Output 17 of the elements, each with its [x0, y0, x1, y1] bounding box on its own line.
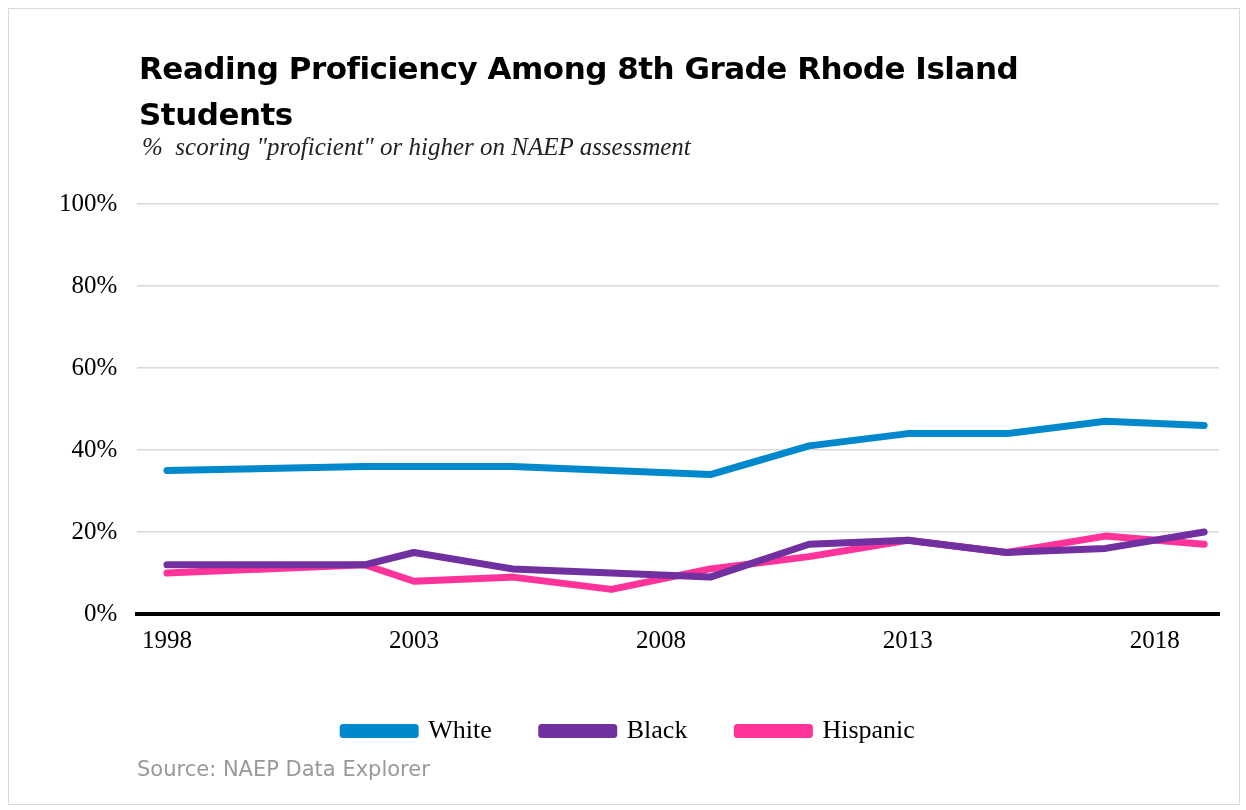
x-tick-label: 2018: [1129, 625, 1180, 653]
y-tick-label: 100%: [59, 188, 118, 216]
x-tick-label: 2003: [388, 625, 439, 653]
y-tick-label: 20%: [71, 516, 118, 544]
x-tick-label: 2013: [882, 625, 933, 653]
x-tick-label: 1998: [141, 625, 192, 653]
legend-label: Black: [626, 714, 688, 744]
y-tick-label: 60%: [71, 352, 118, 380]
legend-label: Hispanic: [822, 714, 915, 744]
source-note: Source: NAEP Data Explorer: [137, 757, 430, 781]
legend-label: White: [428, 714, 492, 744]
y-tick-label: 80%: [71, 270, 118, 298]
chart-subtitle: % scoring "proficient" or higher on NAEP assessment: [142, 133, 691, 161]
y-tick-label: 40%: [71, 434, 118, 462]
x-tick-label: 2008: [635, 625, 686, 653]
y-tick-label: 0%: [84, 598, 118, 626]
chart-title: Reading Proficiency Among 8th Grade Rhode Island Students: [139, 50, 1019, 132]
